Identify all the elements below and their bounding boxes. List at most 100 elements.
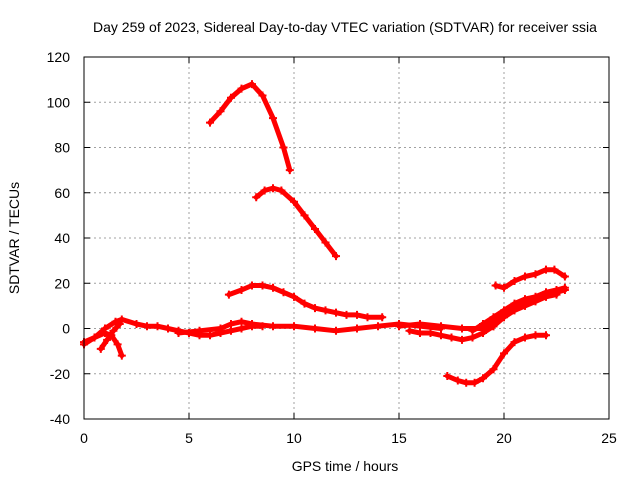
y-tick-label: -40 bbox=[50, 411, 70, 427]
data-point bbox=[103, 335, 112, 344]
data-point bbox=[206, 118, 214, 127]
data-point bbox=[311, 324, 319, 333]
y-tick-label: 0 bbox=[62, 321, 70, 337]
data-point bbox=[285, 166, 294, 175]
data-point bbox=[453, 376, 462, 385]
data-point bbox=[227, 93, 235, 102]
data-point bbox=[458, 335, 466, 344]
data-point bbox=[109, 326, 118, 335]
y-tick-label: 60 bbox=[54, 185, 70, 201]
data-point bbox=[195, 326, 204, 335]
x-axis-title: GPS time / hours bbox=[292, 458, 399, 474]
data-point bbox=[277, 186, 286, 195]
data-point bbox=[521, 333, 529, 342]
data-point bbox=[443, 372, 452, 381]
data-point bbox=[290, 197, 298, 206]
data-point bbox=[521, 297, 529, 306]
data-point bbox=[353, 324, 361, 333]
data-point bbox=[447, 333, 456, 342]
data-point bbox=[426, 329, 435, 338]
chart-title: Day 259 of 2023, Sidereal Day-to-day VTE… bbox=[93, 19, 597, 35]
data-point bbox=[311, 224, 319, 233]
grid bbox=[84, 57, 609, 419]
data-point bbox=[258, 91, 267, 100]
data-point bbox=[269, 283, 277, 292]
series-layer bbox=[80, 80, 569, 387]
series-arc-peak-62 bbox=[253, 185, 339, 259]
data-point bbox=[542, 331, 550, 340]
data-point bbox=[113, 340, 122, 349]
y-tick-label: 100 bbox=[47, 94, 71, 110]
x-tick-label: 20 bbox=[496, 430, 512, 446]
data-point bbox=[111, 317, 120, 326]
data-point bbox=[216, 107, 225, 116]
data-point bbox=[552, 286, 561, 295]
series-arc-early-short bbox=[98, 321, 123, 352]
data-point bbox=[510, 304, 519, 313]
data-point bbox=[500, 349, 508, 358]
data-point bbox=[164, 324, 172, 333]
x-tick-label: 5 bbox=[185, 430, 193, 446]
data-point bbox=[260, 186, 269, 195]
data-point bbox=[332, 326, 340, 335]
data-point bbox=[290, 292, 298, 301]
data-point bbox=[468, 326, 477, 335]
data-point bbox=[227, 319, 235, 328]
data-point bbox=[531, 331, 540, 340]
data-point bbox=[500, 283, 508, 292]
data-point bbox=[479, 374, 487, 383]
data-point bbox=[531, 292, 540, 301]
y-tick-label: 20 bbox=[54, 275, 70, 291]
data-point bbox=[437, 322, 445, 331]
data-point bbox=[510, 338, 519, 347]
y-tick-label: -20 bbox=[50, 366, 70, 382]
data-point bbox=[101, 329, 109, 338]
data-point bbox=[374, 322, 382, 331]
data-point bbox=[115, 319, 124, 328]
data-point bbox=[311, 304, 319, 313]
data-point bbox=[300, 299, 309, 308]
data-point bbox=[542, 265, 550, 274]
data-point bbox=[462, 378, 471, 387]
data-point bbox=[332, 308, 340, 317]
data-point bbox=[479, 324, 487, 333]
data-point bbox=[489, 365, 498, 374]
data-point bbox=[90, 333, 99, 342]
data-point bbox=[153, 322, 162, 331]
data-point bbox=[300, 211, 309, 220]
data-point bbox=[117, 351, 126, 360]
data-point bbox=[542, 288, 550, 297]
data-point bbox=[353, 310, 361, 319]
data-point bbox=[405, 326, 414, 335]
data-point bbox=[279, 288, 288, 297]
data-point bbox=[290, 322, 298, 331]
data-point bbox=[269, 322, 277, 331]
data-point bbox=[491, 281, 500, 290]
y-axis-title: SDTVAR / TECUs bbox=[6, 182, 22, 294]
data-point bbox=[342, 310, 351, 319]
x-tick-label: 10 bbox=[286, 430, 302, 446]
data-point bbox=[132, 319, 141, 328]
data-point bbox=[470, 378, 479, 387]
data-point bbox=[363, 313, 372, 322]
data-point bbox=[237, 84, 246, 93]
data-point bbox=[206, 331, 214, 340]
data-point bbox=[468, 333, 477, 342]
data-point bbox=[269, 184, 277, 193]
data-point bbox=[237, 286, 246, 295]
data-point bbox=[531, 270, 540, 279]
data-point bbox=[560, 283, 569, 292]
data-point bbox=[224, 290, 233, 299]
data-point bbox=[395, 322, 403, 331]
y-tick-label: 40 bbox=[54, 230, 70, 246]
data-point bbox=[510, 276, 519, 285]
data-point bbox=[269, 114, 277, 123]
data-point bbox=[489, 317, 498, 326]
data-point bbox=[237, 317, 246, 326]
data-point bbox=[332, 252, 340, 261]
data-point bbox=[560, 272, 569, 281]
series-arc-peak-19 bbox=[226, 283, 385, 320]
data-point bbox=[143, 322, 151, 331]
data-point bbox=[500, 310, 508, 319]
